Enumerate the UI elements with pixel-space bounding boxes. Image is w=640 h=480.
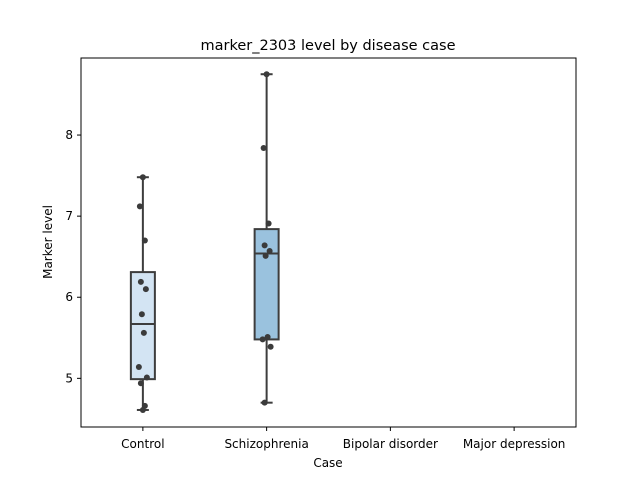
data-point (143, 374, 150, 381)
data-point (136, 203, 143, 210)
box-iqr (129, 271, 156, 381)
data-point (260, 145, 267, 152)
x-tick-label: Control (121, 437, 164, 451)
y-tick-label: 7 (65, 209, 73, 223)
data-point (261, 242, 268, 249)
x-axis: Control Schizophrenia Bipolar disorder Majo… (121, 427, 565, 451)
plot-frame (80, 57, 577, 428)
plot-marks (129, 71, 280, 413)
y-tick-label: 8 (65, 128, 73, 142)
y-tick-label: 5 (65, 371, 73, 385)
data-point (263, 71, 270, 78)
data-point (141, 237, 148, 244)
data-point (139, 406, 146, 413)
data-point (140, 329, 147, 336)
x-tick-label: Schizophrenia (224, 437, 308, 451)
data-point (139, 174, 146, 181)
y-axis-label: Marker level (41, 205, 55, 279)
x-tick-label: Major depression (463, 437, 566, 451)
data-point (267, 343, 274, 350)
data-point (137, 380, 144, 387)
data-point (262, 252, 269, 259)
data-point (137, 278, 144, 285)
y-axis: 5 6 7 8 (65, 128, 81, 385)
data-point (261, 399, 268, 406)
data-point (135, 363, 142, 370)
chart-title: marker_2303 level by disease case (201, 38, 456, 54)
data-point (264, 333, 271, 340)
x-axis-label: Case (313, 456, 342, 470)
y-tick-label: 6 (65, 290, 73, 304)
data-point (142, 286, 149, 293)
x-tick-label: Bipolar disorder (343, 437, 438, 451)
data-point (265, 220, 272, 227)
data-point (266, 248, 273, 255)
data-point (259, 336, 266, 343)
data-point (138, 311, 145, 318)
